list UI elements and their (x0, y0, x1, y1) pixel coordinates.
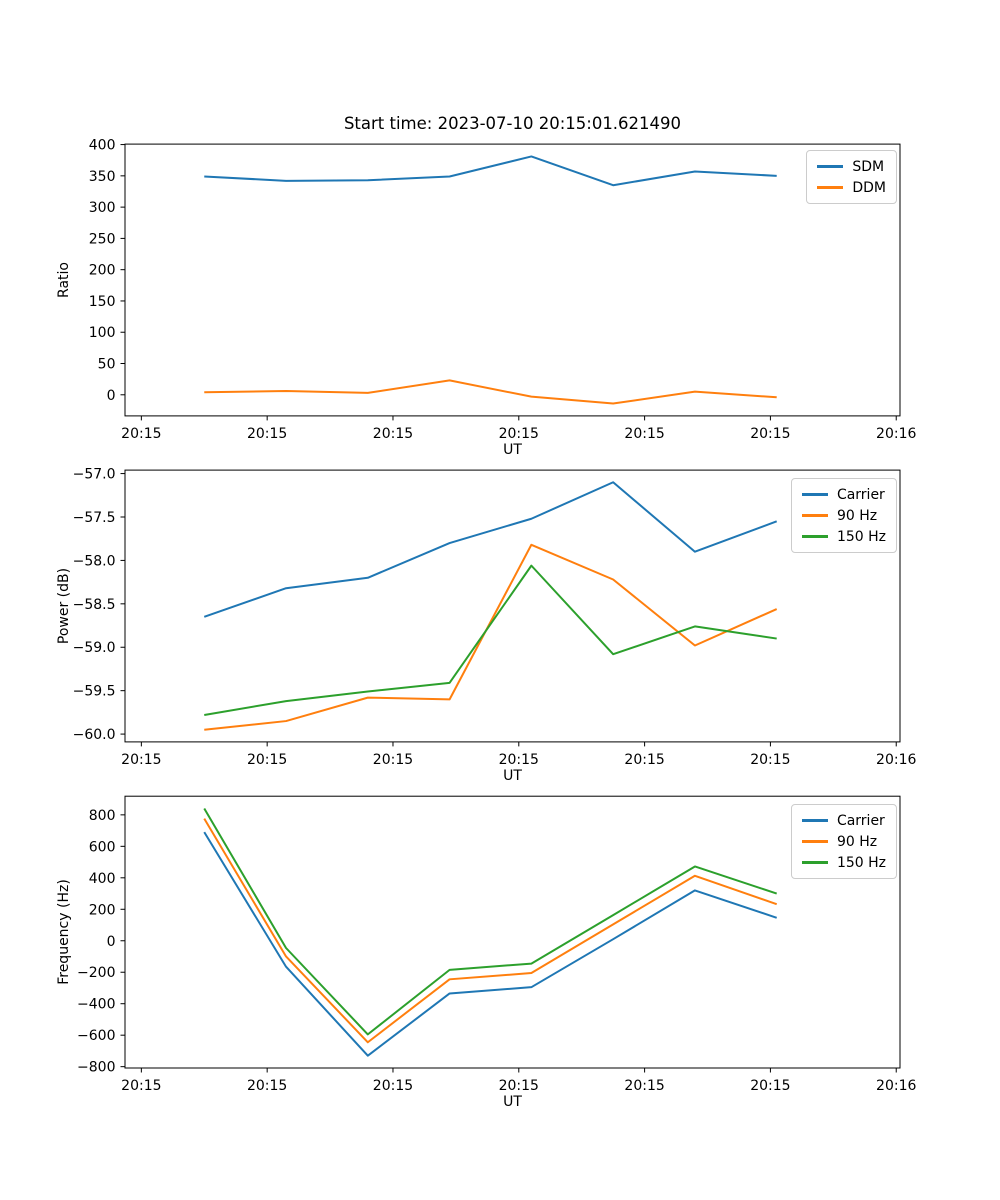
axes-frame (124, 795, 901, 1069)
x-tick-label: 20:15 (373, 426, 413, 442)
y-tick-label: −58.5 (73, 597, 116, 613)
legend-item-label: Carrier (836, 486, 885, 503)
x-tick-label: 20:15 (624, 1078, 664, 1094)
series-line-150-hz (203, 808, 778, 1036)
series-line-carrier (203, 831, 778, 1057)
y-tick-label: 400 (89, 138, 116, 154)
x-tick-label: 20:15 (247, 1078, 287, 1094)
y-tick-label: 100 (89, 325, 116, 341)
x-tick-label: 20:15 (750, 426, 790, 442)
legend-line-swatch (801, 819, 828, 822)
y-tick-label: 250 (89, 231, 116, 247)
legend-item-label: Carrier (836, 812, 885, 829)
legend-item-label: 90 Hz (836, 507, 878, 524)
legend-item-90-hz: 90 Hz (801, 831, 886, 852)
y-tick-label: 200 (89, 902, 116, 918)
x-axis-label-ut-top: UT (503, 442, 522, 458)
legend-line-swatch (801, 840, 828, 843)
y-tick-label: −59.5 (73, 684, 116, 700)
legend-item-carrier: Carrier (801, 484, 886, 505)
x-tick-label: 20:15 (121, 752, 161, 768)
legend-line-swatch (817, 165, 844, 168)
legend-item-150-hz: 150 Hz (801, 852, 886, 873)
legend-item-90-hz: 90 Hz (801, 505, 886, 526)
y-tick-label: 400 (89, 871, 116, 887)
legend-chart-0: SDM DDM (806, 150, 897, 204)
x-tick-label: 20:15 (499, 426, 539, 442)
legend-line-swatch (817, 186, 844, 189)
legend-item-ddm: DDM (817, 177, 886, 198)
legend-line-swatch (801, 861, 828, 864)
legend-line-swatch (801, 514, 828, 517)
series-line-90-hz (203, 818, 778, 1044)
legend-item-150-hz: 150 Hz (801, 526, 886, 547)
series-line-carrier (203, 481, 778, 618)
x-tick-label: 20:15 (373, 1078, 413, 1094)
legend-item-label: 90 Hz (836, 833, 878, 850)
x-tick-label: 20:15 (624, 752, 664, 768)
y-axis-label-ratio: Ratio (56, 262, 72, 298)
x-tick-label: 20:16 (876, 752, 916, 768)
legend-item-label: 150 Hz (836, 854, 886, 871)
legend-line-swatch (801, 493, 828, 496)
y-axis-label-frequency: Frequency (Hz) (56, 879, 72, 985)
y-tick-label: −400 (77, 997, 115, 1013)
y-axis-label-power: Power (dB) (56, 567, 72, 645)
y-tick-label: 800 (89, 808, 116, 824)
x-tick-label: 20:15 (121, 1078, 161, 1094)
series-line-sdm (204, 155, 777, 187)
axes-frame (124, 143, 901, 417)
legend-chart-1: Carrier 90 Hz 150 Hz (790, 478, 897, 553)
series-line-ddm (204, 379, 777, 405)
x-tick-label: 20:16 (876, 426, 916, 442)
y-tick-label: −200 (77, 965, 115, 981)
figure-title: Start time: 2023-07-10 20:15:01.621490 (343, 114, 682, 133)
legend-item-label: DDM (852, 179, 886, 196)
y-tick-label: −59.0 (73, 640, 116, 656)
subplot-0: 20:15 20:15 20:15 20:15 20:15 20:15 20:16 0 50 10… (89, 138, 917, 442)
subplot-2: 20:15 20:15 20:15 20:15 20:15 20:15 20:16 800 60… (77, 795, 916, 1094)
y-tick-label: 0 (107, 934, 116, 950)
y-tick-label: 200 (89, 263, 116, 279)
x-tick-label: 20:16 (876, 1078, 916, 1094)
x-axis-label-ut-middle: UT (503, 768, 522, 784)
legend-item-label: SDM (852, 158, 885, 175)
y-tick-label: 150 (89, 294, 116, 310)
x-tick-label: 20:15 (247, 426, 287, 442)
legend-item-sdm: SDM (817, 156, 886, 177)
y-tick-label: −800 (77, 1060, 115, 1076)
legend-chart-2: Carrier 90 Hz 150 Hz (790, 804, 897, 879)
y-tick-label: 600 (89, 839, 116, 855)
series-line-150-hz (204, 564, 777, 716)
subplot-1: 20:15 20:15 20:15 20:15 20:15 20:15 20:16 −57.0… (73, 467, 917, 768)
x-tick-label: 20:15 (373, 752, 413, 768)
x-tick-label: 20:15 (121, 426, 161, 442)
x-tick-label: 20:15 (247, 752, 287, 768)
axes-frame (124, 469, 901, 743)
y-tick-label: −60.0 (73, 727, 116, 743)
y-tick-label: 0 (107, 388, 116, 404)
y-tick-label: −57.0 (73, 467, 116, 483)
x-tick-label: 20:15 (750, 1078, 790, 1094)
legend-line-swatch (801, 535, 828, 538)
y-tick-label: 50 (98, 357, 116, 373)
y-tick-label: −58.0 (73, 553, 116, 569)
x-tick-label: 20:15 (750, 752, 790, 768)
y-tick-label: 300 (89, 200, 116, 216)
legend-item-carrier: Carrier (801, 810, 886, 831)
x-tick-label: 20:15 (624, 426, 664, 442)
y-tick-label: −57.5 (73, 510, 116, 526)
x-tick-label: 20:15 (499, 752, 539, 768)
series-line-90-hz (204, 543, 778, 731)
y-tick-label: 350 (89, 169, 116, 185)
y-tick-label: −600 (77, 1028, 115, 1044)
x-tick-label: 20:15 (499, 1078, 539, 1094)
x-axis-label-ut-bottom: UT (503, 1094, 522, 1110)
legend-item-label: 150 Hz (836, 528, 886, 545)
